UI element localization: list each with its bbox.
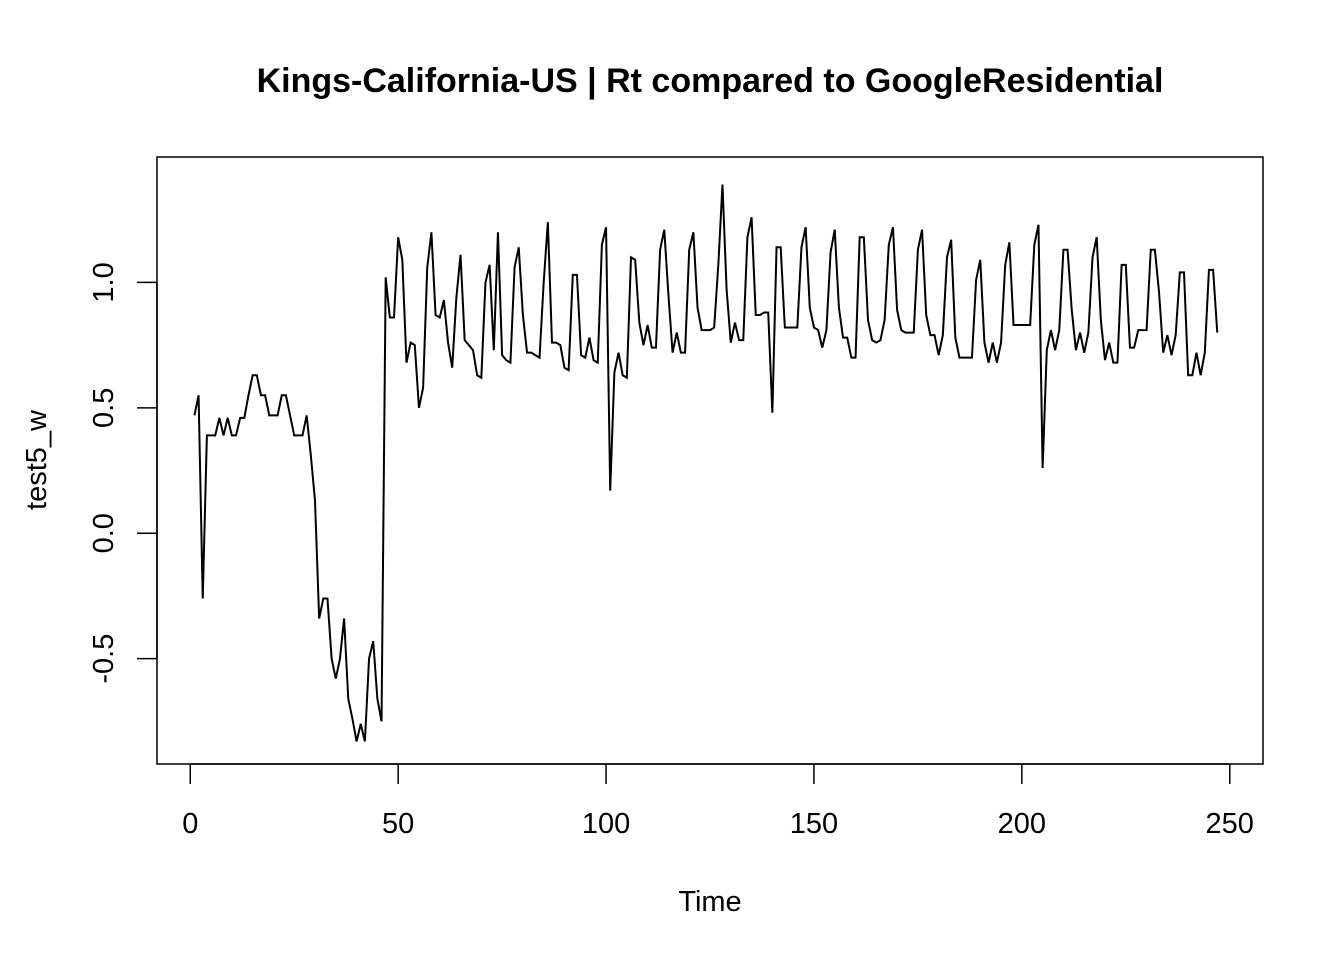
y-tick-label: 1.0 bbox=[88, 262, 120, 302]
x-tick-label: 0 bbox=[182, 808, 198, 840]
y-axis-label: test5_w bbox=[21, 409, 53, 510]
y-tick-label: 0.5 bbox=[88, 388, 120, 428]
x-tick-label: 200 bbox=[998, 808, 1046, 840]
chart-title: Kings-California-US | Rt compared to Goo… bbox=[257, 62, 1164, 100]
x-tick-label: 250 bbox=[1206, 808, 1254, 840]
series-layer bbox=[193, 184, 1219, 742]
x-axis-label: Time bbox=[678, 886, 741, 918]
x-axis: 0 50 100 150 200 250 bbox=[182, 763, 1254, 840]
y-tick-label: -0.5 bbox=[88, 634, 120, 684]
x-tick-label: 50 bbox=[382, 808, 414, 840]
x-tick-label: 100 bbox=[582, 808, 630, 840]
series-line bbox=[193, 184, 1219, 742]
y-axis: -0.5 0.0 0.5 1.0 bbox=[88, 262, 158, 684]
y-tick-label: 0.0 bbox=[88, 513, 120, 553]
x-tick-label: 150 bbox=[790, 808, 838, 840]
